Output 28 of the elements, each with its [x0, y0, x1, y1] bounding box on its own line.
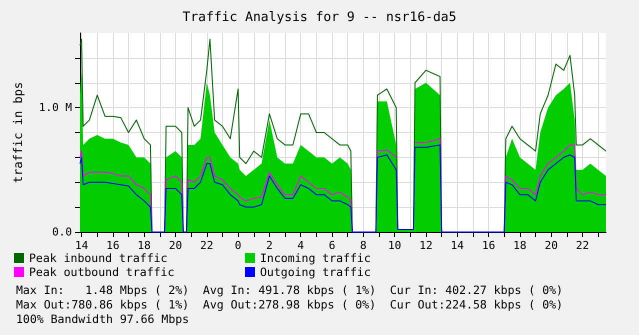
x-tick-label: 6 — [328, 239, 336, 252]
x-tick-label: 12 — [419, 239, 433, 252]
x-tick-label: 16 — [482, 239, 496, 252]
y-tick-label: 0.0 — [52, 226, 72, 238]
legend-label: Outgoing traffic — [260, 265, 371, 279]
x-tick-label: 14 — [450, 239, 464, 252]
x-tick-label: 18 — [138, 239, 151, 252]
x-tick-label: 16 — [106, 239, 120, 252]
x-tick-label: 22 — [576, 239, 590, 252]
x-tick-label: 10 — [388, 239, 402, 252]
text: Max In: 1.48 Mbps ( 2%) Avg In: 491.78 kbps ( 1%) Cur In: 402.27 kbps ( 0%) — [16, 283, 563, 297]
x-tick-label: 0 — [234, 239, 242, 252]
y-tick-label: 1.0 M — [38, 101, 72, 114]
y-axis-title: traffic in bps — [11, 82, 25, 184]
x-tick-label: 20 — [168, 239, 182, 252]
chart-title: Traffic Analysis for 9 -- nsr16-da5 — [182, 10, 456, 25]
text: 100% Bandwidth 97.66 Mbps — [16, 312, 190, 326]
x-tick-label: 2 — [266, 239, 273, 252]
x-tick-label: 18 — [513, 239, 527, 252]
x-tick-label: 22 — [200, 239, 214, 252]
legend-label: Peak outbound traffic — [29, 265, 174, 279]
legend-label: Peak inbound traffic — [29, 251, 168, 265]
x-tick-label: 14 — [74, 239, 89, 252]
legend-label: Incoming traffic — [260, 251, 371, 265]
x-tick-label: 4 — [297, 239, 304, 252]
x-tick-label: 8 — [360, 239, 367, 252]
x-tick-label: 20 — [544, 239, 558, 252]
text: Max Out:780.86 kbps ( 1%) Avg Out:278.98 kbps ( 0%) Cur Out:224.58 kbps ( 0%) — [16, 298, 563, 312]
